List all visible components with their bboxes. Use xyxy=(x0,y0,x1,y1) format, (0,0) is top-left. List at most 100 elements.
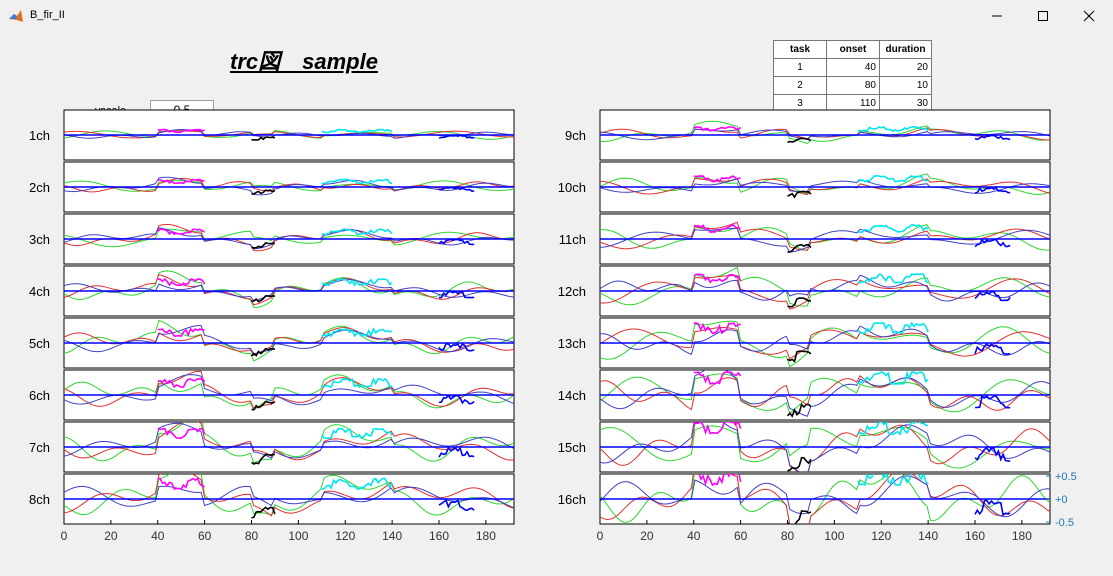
task-response-line xyxy=(857,174,929,183)
channel-label: 8ch xyxy=(29,492,50,507)
series-line xyxy=(64,324,514,355)
x-tick-label: 120 xyxy=(871,529,891,543)
channel-panel: 4ch xyxy=(29,265,515,317)
task-response-line xyxy=(157,178,205,185)
x-tick-label: 80 xyxy=(245,529,259,543)
task-response-line xyxy=(974,446,1011,462)
task-response-line xyxy=(321,477,393,490)
task-response-line xyxy=(857,422,929,436)
window-titlebar: B_fir_II xyxy=(0,0,1113,32)
task-response-line xyxy=(787,243,812,253)
maximize-icon xyxy=(1038,11,1048,21)
series-line xyxy=(600,475,1050,518)
series-line xyxy=(600,275,1050,310)
task-response-line xyxy=(321,178,393,185)
series-line xyxy=(64,228,514,248)
series-line xyxy=(64,422,514,464)
task-response-line xyxy=(251,242,275,249)
x-tick-label: 80 xyxy=(781,529,795,543)
series-line xyxy=(64,178,514,193)
series-line xyxy=(64,374,514,411)
task-response-line xyxy=(251,189,276,195)
task-response-line xyxy=(157,128,205,134)
task-response-line xyxy=(787,297,811,308)
series-line xyxy=(64,274,514,306)
channel-panel: 12ch xyxy=(558,265,1051,317)
task-response-line xyxy=(250,347,275,357)
task-response-line xyxy=(251,506,276,519)
task-response-line xyxy=(157,377,206,389)
series-line xyxy=(64,180,514,192)
x-tick-label: 40 xyxy=(151,529,165,543)
task-response-line xyxy=(251,295,276,303)
x-tick-label: 60 xyxy=(198,529,212,543)
task-response-line xyxy=(321,128,393,134)
x-tick-label: 0 xyxy=(597,529,604,543)
channel-panel: 16ch 0 20 40 60 80 100 120 140 160 180 +0.5 +0 -0.5 xyxy=(558,471,1077,543)
task-response-line xyxy=(693,273,742,284)
series-line xyxy=(600,474,1050,524)
task-response-line xyxy=(321,278,393,287)
close-icon xyxy=(1083,10,1095,22)
series-line xyxy=(600,422,1050,472)
maximize-button[interactable] xyxy=(1020,2,1066,30)
channel-label: 9ch xyxy=(565,128,586,143)
series-line xyxy=(600,320,1050,368)
table-row: 3 110 30 xyxy=(773,94,932,113)
minimize-button[interactable] xyxy=(974,2,1020,30)
task-response-line xyxy=(251,400,276,411)
x-tick-label: 160 xyxy=(429,529,449,543)
channel-label: 6ch xyxy=(29,388,50,403)
task-response-line xyxy=(693,126,742,132)
channel-panel: 11ch xyxy=(559,213,1051,265)
task-response-line xyxy=(693,322,741,335)
series-line xyxy=(600,178,1050,194)
x-tick-label: 160 xyxy=(965,529,985,543)
channel-label: 16ch xyxy=(558,492,586,507)
task-response-line xyxy=(251,453,275,465)
channel-label: 10ch xyxy=(558,180,586,195)
task-response-line xyxy=(786,510,812,524)
series-line xyxy=(64,474,514,516)
task-response-line xyxy=(321,427,393,440)
channel-label: 2ch xyxy=(29,180,50,195)
channel-label: 14ch xyxy=(558,388,586,403)
channel-panel: 3ch xyxy=(29,213,515,265)
task-response-line xyxy=(321,377,393,388)
matlab-app-icon xyxy=(9,10,23,22)
task-response-line xyxy=(157,427,206,439)
x-tick-label: 120 xyxy=(335,529,355,543)
channel-label: 4ch xyxy=(29,284,50,299)
channel-panel: 15ch xyxy=(558,421,1051,473)
series-line xyxy=(600,173,1050,195)
task-response-line xyxy=(974,499,1011,517)
channel-panel: 6ch xyxy=(29,369,515,421)
task-response-line xyxy=(693,422,742,436)
task-response-line xyxy=(974,186,1011,194)
table-header-task: task xyxy=(773,40,827,59)
x-tick-label: 180 xyxy=(476,529,496,543)
task-response-line xyxy=(693,175,741,183)
channel-panel: 10ch xyxy=(558,161,1051,213)
table-header-onset: onset xyxy=(826,40,880,59)
series-line xyxy=(600,228,1050,253)
task-response-line xyxy=(251,136,276,141)
close-button[interactable] xyxy=(1066,2,1112,30)
task-response-line xyxy=(438,186,475,192)
channel-panel: 1ch xyxy=(29,109,515,161)
series-line xyxy=(64,327,514,357)
channel-label: 15ch xyxy=(558,440,586,455)
x-tick-label: 100 xyxy=(288,529,308,543)
task-response-line xyxy=(321,228,393,236)
table-header-duration: duration xyxy=(879,40,932,59)
x-tick-label: 100 xyxy=(824,529,844,543)
task-response-line xyxy=(787,137,812,144)
task-response-line xyxy=(438,446,475,458)
task-response-line xyxy=(857,273,929,284)
channel-label: 1ch xyxy=(29,128,50,143)
task-response-line xyxy=(787,190,812,199)
channel-panel: 14ch xyxy=(558,369,1051,421)
channel-panel: 2ch xyxy=(29,161,515,213)
channel-label: 7ch xyxy=(29,440,50,455)
task-response-line xyxy=(438,342,475,352)
